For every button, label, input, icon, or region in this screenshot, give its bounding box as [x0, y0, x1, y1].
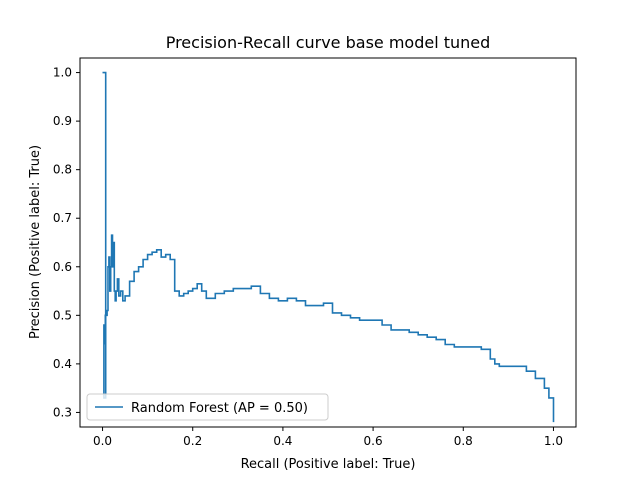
x-axis-label: Recall (Positive label: True): [241, 457, 416, 472]
y-axis-ticks: 0.3 0.4 0.5 0.6 0.7 0.8 0.9 1.0: [53, 66, 80, 419]
legend-box: [86, 393, 329, 421]
chart-title: Precision-Recall curve base model tuned: [166, 33, 491, 52]
legend: Random Forest (AP = 0.50): [86, 393, 329, 421]
x-tick-label: 0.4: [273, 434, 292, 448]
x-tick-label: 1.0: [544, 434, 563, 448]
y-tick-label: 0.8: [53, 163, 72, 177]
axes-frame: [79, 57, 577, 428]
legend-label-random-forest: Random Forest (AP = 0.50): [131, 401, 308, 416]
y-tick-label: 0.4: [53, 357, 72, 371]
series-line-random-forest: [102, 71, 555, 423]
plot-area: [102, 71, 555, 423]
x-tick-label: 0.2: [183, 434, 202, 448]
y-tick-label: 0.5: [53, 308, 72, 322]
y-tick-label: 0.7: [53, 211, 72, 225]
x-tick-label: 0.6: [364, 434, 383, 448]
y-tick-label: 0.9: [53, 114, 72, 128]
x-axis-ticks: 0.0 0.2 0.4 0.6 0.8 1.0: [93, 427, 563, 448]
x-tick-label: 0.0: [93, 434, 112, 448]
y-tick-label: 0.6: [53, 260, 72, 274]
y-tick-label: 1.0: [53, 66, 72, 80]
x-tick-label: 0.8: [454, 434, 473, 448]
y-axis-label: Precision (Positive label: True): [28, 145, 43, 339]
y-tick-label: 0.3: [53, 405, 72, 419]
